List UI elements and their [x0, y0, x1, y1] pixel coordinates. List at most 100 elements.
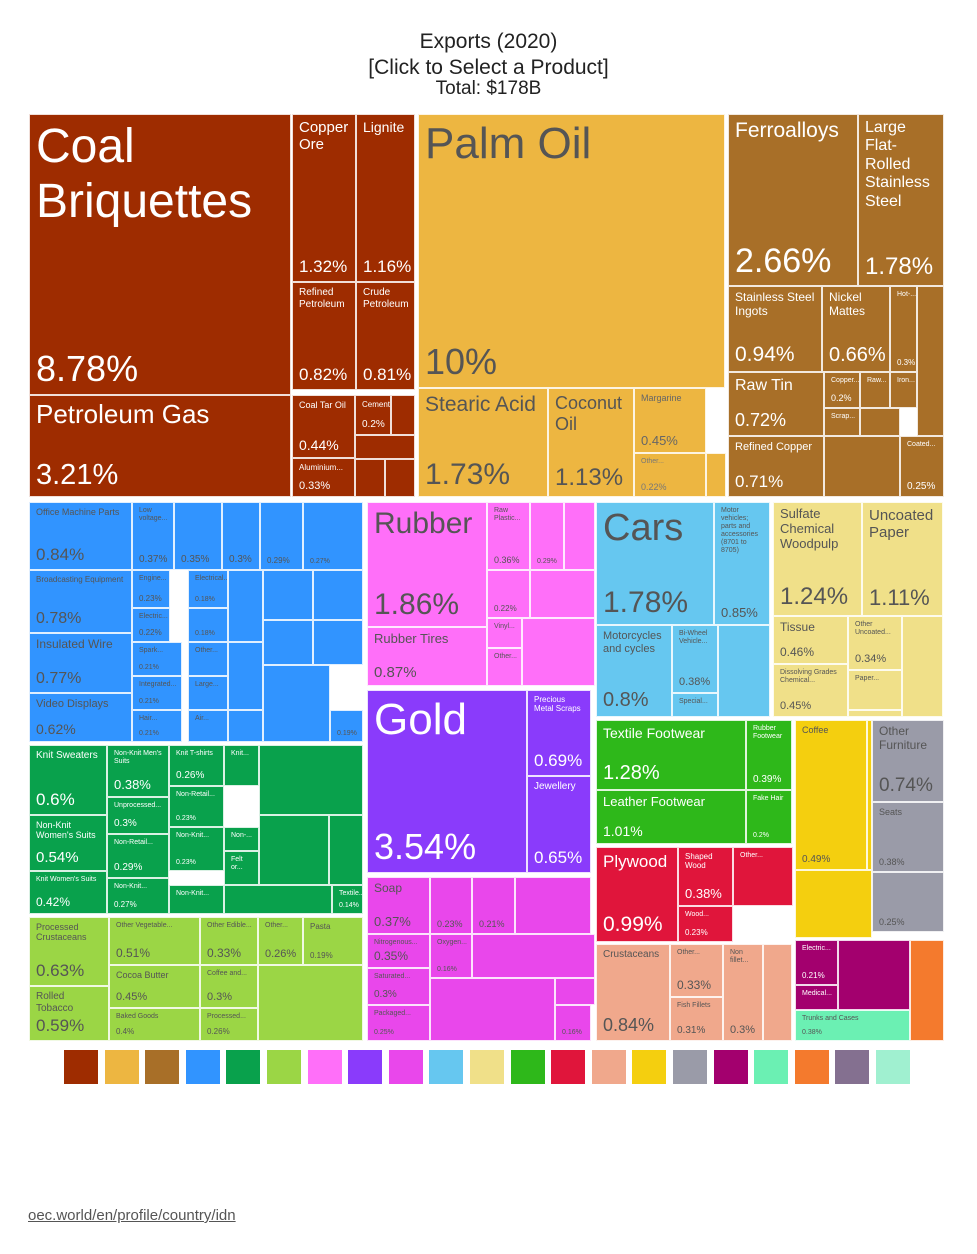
treemap-minor-tile[interactable] [838, 940, 910, 1010]
treemap-minor-tile[interactable] [530, 570, 595, 618]
treemap-tile[interactable]: Processed... 0.26% [200, 1008, 258, 1041]
treemap-minor-tile[interactable] [564, 502, 595, 570]
treemap-tile[interactable]: Precious Metal Scraps 0.69% [527, 690, 591, 776]
treemap-tile[interactable]: Wood... 0.23% [678, 906, 733, 942]
treemap-tile[interactable]: Video Displays 0.62% [29, 693, 132, 742]
treemap-tile[interactable]: Crustaceans 0.84% [596, 944, 670, 1041]
treemap-tile[interactable]: Rubber Footwear 0.39% [746, 720, 792, 790]
treemap-tile[interactable]: Baked Goods 0.4% [109, 1008, 200, 1041]
treemap-tile[interactable]: Dissolving Grades Chemical... 0.45% [773, 664, 848, 717]
treemap-tile[interactable]: Other... [188, 642, 228, 676]
treemap-minor-tile[interactable] [355, 435, 415, 459]
legend-swatch[interactable] [185, 1050, 220, 1084]
treemap-minor-tile[interactable] [228, 570, 263, 642]
treemap-tile[interactable]: Non fillet... 0.3% [723, 944, 763, 1041]
treemap-tile[interactable]: Other... [733, 847, 793, 906]
treemap-tile[interactable]: Non-Knit... 0.23% [169, 827, 224, 871]
treemap-tile[interactable]: Cars 1.78% [596, 502, 714, 625]
treemap-tile[interactable]: Iron... [890, 372, 917, 408]
treemap-tile[interactable]: 0.25% [872, 872, 944, 932]
treemap-tile[interactable]: Large... [188, 676, 228, 710]
treemap-tile[interactable]: Cement 0.2% [355, 395, 391, 435]
treemap-tile[interactable]: Engine... 0.23% [132, 570, 170, 608]
treemap-tile[interactable]: Crude Petroleum 0.81% [356, 282, 415, 390]
legend-swatch[interactable] [226, 1050, 261, 1084]
treemap-tile[interactable]: Coffee 0.49% [795, 720, 867, 870]
treemap-tile[interactable]: Other Edible... 0.33% [200, 917, 258, 965]
treemap-tile[interactable]: Electric... 0.21% [795, 940, 838, 985]
treemap-tile[interactable]: Non-Knit Women's Suits 0.54% [29, 815, 107, 871]
treemap-tile[interactable]: Gold 3.54% [367, 690, 527, 873]
treemap-tile[interactable]: Refined Petroleum 0.82% [292, 282, 356, 390]
legend-swatch[interactable] [104, 1050, 139, 1084]
treemap-tile[interactable]: 0.23% [430, 877, 472, 934]
treemap-tile[interactable]: 0.27% [303, 502, 363, 570]
legend-swatch[interactable] [551, 1050, 586, 1084]
treemap-tile[interactable]: Uncoated Paper 1.11% [862, 502, 943, 616]
treemap-tile[interactable]: Nitrogenous... 0.35% [367, 934, 430, 968]
treemap-tile[interactable]: Electric... 0.22% [132, 608, 170, 642]
legend-swatch[interactable] [429, 1050, 464, 1084]
treemap-tile[interactable]: Scrap... [824, 408, 860, 436]
treemap-tile[interactable]: Special... [672, 693, 718, 717]
legend-swatch[interactable] [388, 1050, 423, 1084]
treemap-tile[interactable]: Coated... 0.25% [900, 436, 944, 497]
treemap-minor-tile[interactable] [902, 616, 943, 717]
treemap-tile[interactable]: Petroleum Gas 3.21% [29, 395, 291, 497]
treemap-tile[interactable]: Plywood 0.99% [596, 847, 678, 942]
treemap-tile[interactable]: 0.29% [260, 502, 303, 570]
select-product-link[interactable]: [Click to Select a Product] [368, 56, 609, 79]
treemap-tile[interactable]: Raw... [860, 372, 890, 408]
treemap-tile[interactable]: Raw Plastic... 0.36% [487, 502, 530, 570]
treemap-tile[interactable]: Soap 0.37% [367, 877, 430, 934]
treemap-tile[interactable]: Packaged... 0.25% [367, 1005, 430, 1041]
treemap-tile[interactable]: 0.29% [530, 502, 564, 570]
treemap-tile[interactable]: Textile Footwear 1.28% [596, 720, 746, 790]
treemap-minor-tile[interactable] [329, 815, 363, 885]
treemap-tile[interactable]: Paper... [848, 670, 902, 710]
treemap-minor-tile[interactable] [224, 885, 332, 914]
treemap-tile[interactable]: Bi-Wheel Vehicle... 0.38% [672, 625, 718, 693]
treemap-tile[interactable]: Textile... 0.14% [332, 885, 363, 914]
treemap-minor-tile[interactable] [313, 620, 363, 665]
treemap-tile[interactable]: Felt or... [224, 851, 259, 885]
treemap-minor-tile[interactable] [263, 570, 313, 620]
treemap-minor-tile[interactable] [430, 978, 555, 1041]
treemap-tile[interactable]: Raw Tin 0.72% [728, 372, 824, 436]
treemap-tile[interactable]: Copper Ore 1.32% [292, 114, 356, 282]
treemap-minor-tile[interactable] [385, 459, 415, 497]
treemap-tile[interactable]: Margarine 0.45% [634, 388, 706, 453]
legend-swatch[interactable] [835, 1050, 870, 1084]
treemap-minor-tile[interactable] [555, 978, 595, 1005]
legend-swatch[interactable] [876, 1050, 910, 1084]
treemap-tile[interactable]: Vinyl... [487, 618, 522, 648]
treemap-tile[interactable]: Low voltage... 0.37% [132, 502, 174, 570]
treemap-minor-tile[interactable] [391, 395, 415, 435]
treemap-tile[interactable]: 0.22% [487, 570, 530, 618]
treemap-tile[interactable]: Coal Tar Oil 0.44% [292, 395, 355, 458]
treemap-tile[interactable]: Non-Knit... 0.27% [107, 878, 169, 914]
treemap-tile[interactable]: 0.21% [472, 877, 515, 934]
treemap-minor-tile[interactable] [263, 665, 330, 742]
treemap-tile[interactable]: Lignite 1.16% [356, 114, 415, 282]
treemap-minor-tile[interactable] [917, 286, 944, 436]
treemap-minor-tile[interactable] [228, 642, 263, 710]
treemap-tile[interactable]: Motorcycles and cycles 0.8% [596, 625, 672, 717]
treemap-tile[interactable]: Coconut Oil 1.13% [548, 388, 634, 497]
legend-swatch[interactable] [64, 1050, 98, 1084]
treemap-tile[interactable]: Pasta 0.19% [303, 917, 363, 965]
treemap-minor-tile[interactable] [259, 815, 329, 885]
treemap-tile[interactable]: Hot-... 0.3% [890, 286, 917, 372]
treemap-tile[interactable]: Cocoa Butter 0.45% [109, 965, 200, 1008]
treemap-tile[interactable]: 0.3% [222, 502, 260, 570]
treemap-tile[interactable]: Integrated... 0.21% [132, 676, 182, 710]
treemap-tile[interactable]: Shaped Wood 0.38% [678, 847, 733, 906]
treemap-tile[interactable]: Other... 0.26% [258, 917, 303, 965]
treemap-minor-tile[interactable] [860, 408, 900, 436]
treemap-tile[interactable]: Broadcasting Equipment 0.78% [29, 570, 132, 633]
treemap-tile[interactable]: Rolled Tobacco 0.59% [29, 986, 109, 1041]
treemap-tile[interactable]: Other Furniture 0.74% [872, 720, 944, 802]
treemap-minor-tile[interactable] [263, 620, 313, 665]
treemap-tile[interactable]: Stearic Acid 1.73% [418, 388, 548, 497]
treemap-minor-tile[interactable] [824, 436, 900, 497]
